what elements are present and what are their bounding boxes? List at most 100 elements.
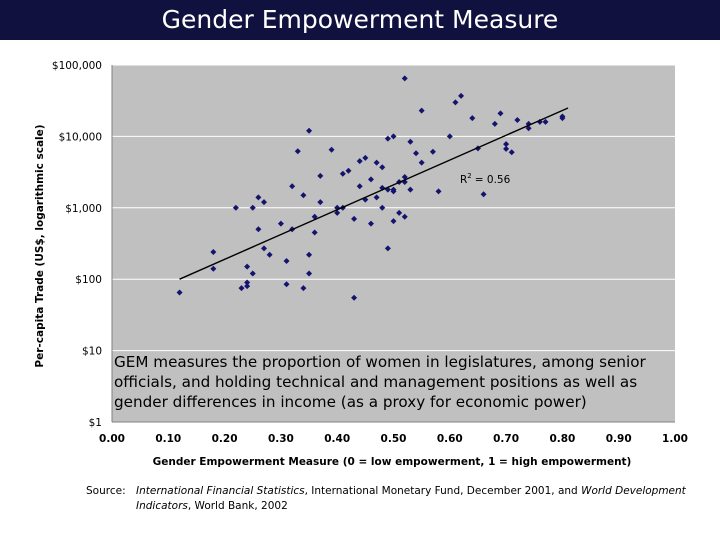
y-tick-label: $10: [82, 346, 102, 358]
y-tick-label: $1,000: [65, 203, 102, 215]
x-tick-label: 0.00: [99, 433, 125, 445]
x-tick-label: 0.30: [268, 433, 294, 445]
data-point: [435, 188, 442, 195]
source-wdi: World Development Indicators: [136, 485, 686, 512]
x-tick-label: 0.60: [437, 433, 463, 445]
data-point: [480, 191, 487, 198]
r-squared-label: R2 = 0.56: [460, 172, 511, 186]
data-point: [418, 107, 425, 114]
data-point: [351, 215, 358, 222]
data-point: [508, 149, 515, 156]
trendline: [179, 107, 569, 280]
data-point: [396, 209, 403, 216]
y-tick-label: $100: [75, 274, 102, 286]
data-point: [362, 154, 369, 161]
data-point: [255, 194, 262, 201]
data-point: [429, 148, 436, 155]
data-point: [491, 120, 498, 127]
data-point: [311, 213, 318, 220]
data-point: [244, 263, 251, 270]
data-point: [176, 289, 183, 296]
data-point: [390, 218, 397, 225]
data-point: [401, 75, 408, 82]
data-point: [401, 213, 408, 220]
data-point: [503, 145, 510, 152]
data-point: [384, 245, 391, 252]
data-point: [244, 279, 251, 286]
y-tick-label: $100,000: [52, 60, 102, 72]
x-axis-label: Gender Empowerment Measure (0 = low empo…: [153, 456, 632, 468]
source-imf: , International Monetary Fund, December …: [304, 485, 582, 497]
y-tick-label: $10,000: [59, 131, 102, 143]
data-point: [261, 245, 268, 252]
x-tick-label: 0.40: [324, 433, 350, 445]
x-tick-label: 0.80: [549, 433, 575, 445]
data-point: [345, 167, 352, 174]
x-tick-label: 0.90: [606, 433, 632, 445]
data-point: [317, 199, 324, 206]
data-point: [261, 199, 268, 206]
data-point: [232, 204, 239, 211]
data-point: [277, 220, 284, 227]
data-point: [390, 186, 397, 193]
source-ifs: International Financial Statistics: [136, 485, 305, 497]
data-point: [300, 285, 307, 292]
data-point: [458, 92, 465, 99]
data-point: [249, 270, 256, 277]
x-tick-label: 1.00: [662, 433, 688, 445]
data-point: [413, 150, 420, 157]
y-tick-label: $1: [89, 417, 102, 429]
x-tick-label: 0.70: [493, 433, 519, 445]
source-label: Source:: [86, 485, 126, 497]
data-point: [334, 209, 341, 216]
data-point: [407, 186, 414, 193]
x-tick-label: 0.50: [381, 433, 407, 445]
data-point: [317, 172, 324, 179]
data-point: [255, 226, 262, 233]
data-point: [514, 116, 521, 123]
source-text: International Financial Statistics, Inte…: [136, 484, 704, 514]
data-point: [373, 159, 380, 166]
data-point: [283, 281, 290, 288]
data-point: [266, 251, 273, 258]
data-point: [249, 204, 256, 211]
data-point: [390, 133, 397, 140]
data-point: [306, 270, 313, 277]
scatter-chart: $1$10$100$1,000$10,000$100,000 0.00 0.10 0…: [34, 60, 688, 468]
data-point: [401, 174, 408, 181]
data-point: [244, 283, 251, 290]
data-point: [469, 115, 476, 122]
x-tick-labels: 0.00 0.10 0.20 0.30 0.40 0.50 0.60 0.70 0.80 0.90…: [99, 433, 688, 445]
data-point: [210, 249, 217, 256]
slide-title: Gender Empowerment Measure: [0, 0, 720, 40]
data-point: [497, 110, 504, 117]
y-tick-labels: $1 $10 $100 $1,000 $10,000 $100,000: [52, 60, 102, 429]
gem-annotation: GEM measures the proportion of women in …: [114, 353, 646, 411]
data-point: [559, 113, 566, 120]
data-point: [373, 194, 380, 201]
data-point: [328, 146, 335, 153]
data-point: [384, 135, 391, 142]
data-point: [503, 141, 510, 148]
data-point: [351, 294, 358, 301]
data-point: [367, 220, 374, 227]
data-point: [446, 133, 453, 140]
plot-area: [112, 65, 675, 422]
data-point: [379, 204, 386, 211]
data-point: [418, 159, 425, 166]
data-point: [283, 257, 290, 264]
data-point: [356, 183, 363, 190]
data-point: [311, 229, 318, 236]
data-point: [407, 138, 414, 145]
data-point: [379, 164, 386, 171]
data-point: [294, 148, 301, 155]
data-point: [525, 125, 532, 132]
data-point: [210, 265, 217, 272]
data-point: [306, 251, 313, 258]
data-point: [339, 170, 346, 177]
x-tick-label: 0.10: [155, 433, 181, 445]
data-point: [289, 183, 296, 190]
x-tick-label: 0.20: [212, 433, 238, 445]
data-point: [238, 285, 245, 292]
data-point: [306, 127, 313, 134]
